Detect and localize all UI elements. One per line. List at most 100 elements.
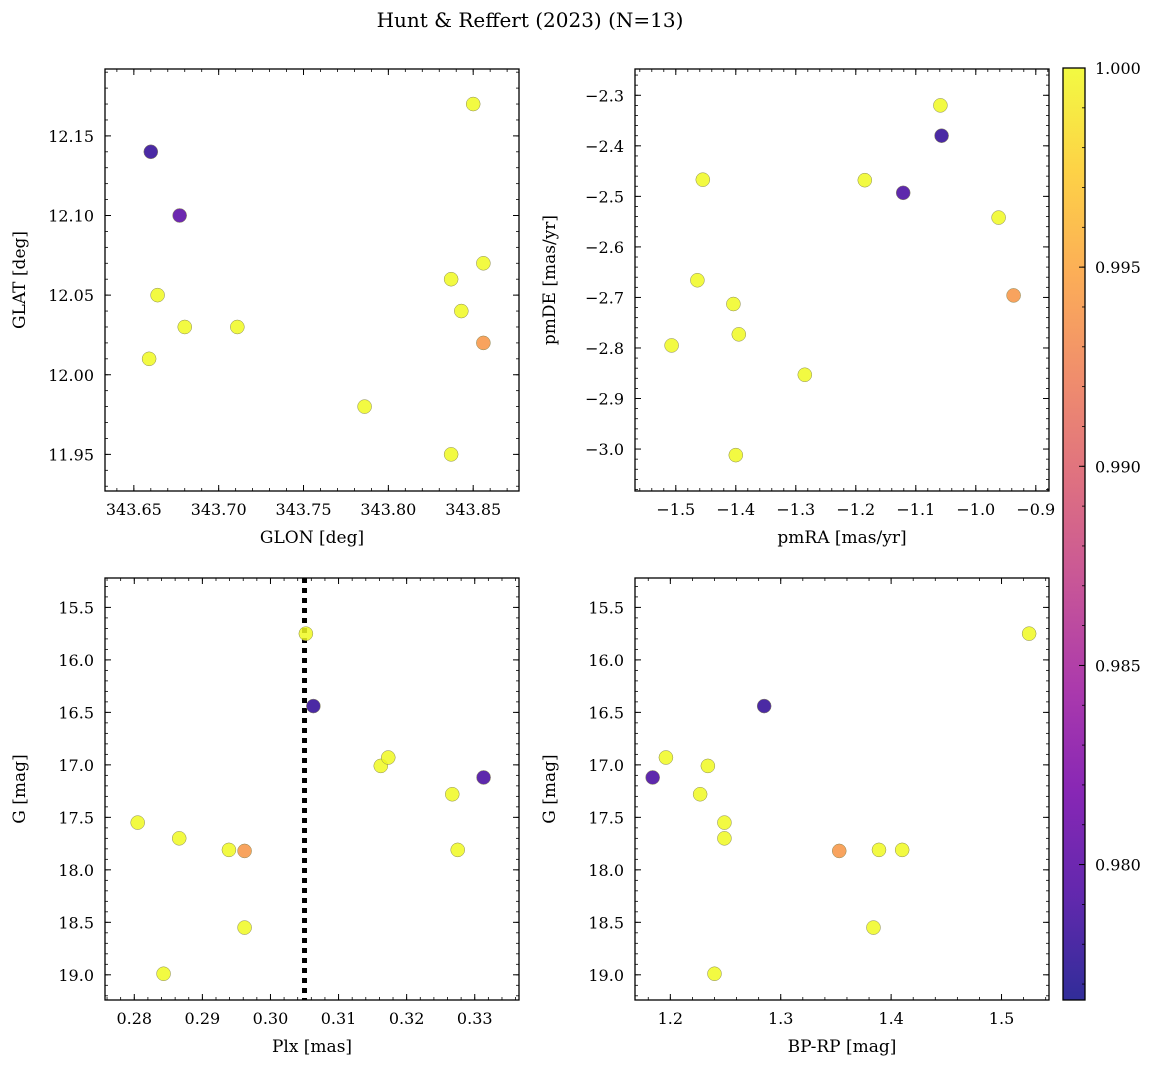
y-tick-label: 12.15 [48,127,94,146]
x-tick-label: 0.33 [457,1009,493,1028]
panel-bottom-left: 0.28 0.29 0.30 0.31 0.32 0.33 15.5 16.0 16.5 17.0… [10,577,520,1057]
major-ticks [635,578,1049,1000]
y-tick-label: 12.05 [48,286,94,305]
scatter-point [934,128,949,143]
x-tick-label: −1.4 [716,500,755,519]
panels: 343.65 343.70 343.75 343.80 343.85 11.95 12.00… [10,68,1055,1057]
major-ticks [635,69,1049,491]
x-axis-label: Plx [mas] [272,1037,352,1057]
scatter-point [143,144,159,160]
y-tick-label: −2.3 [585,86,624,105]
colorbar-frame [1062,67,1086,1001]
y-tick-label: 19.0 [588,966,624,985]
y-tick-label: −2.5 [585,187,624,206]
scatter-point [156,966,171,982]
scatter-point [465,96,481,112]
scatter-point [221,842,237,858]
scatter-point [177,319,192,335]
x-tick-label: 1.4 [878,1009,903,1028]
colorbar: 0.980 0.985 0.990 0.995 1.000 [1062,59,1141,1001]
scatter-point [130,815,145,830]
x-tick-label: 343.75 [276,500,332,519]
scatter-point [717,815,732,830]
x-tick-label: 1.3 [768,1009,793,1028]
scatter-point [690,273,705,288]
x-tick-label: 343.80 [360,500,416,519]
x-axis-label: GLON [deg] [260,528,364,548]
y-tick-label: 12.10 [48,207,94,226]
y-tick-label: 15.5 [58,598,94,617]
axes-frame [634,577,1050,1001]
y-tick-label: −2.8 [585,339,624,358]
y-tick-label: −2.9 [585,390,624,409]
x-tick-label: 0.30 [253,1009,289,1028]
y-tick-label: 18.0 [58,861,94,880]
x-axis-label: BP-RP [mag] [788,1037,897,1057]
scatter-point [454,303,469,319]
y-tick-label: −2.6 [585,238,624,257]
scatter-point [726,296,741,312]
y-tick-label: 17.0 [58,756,94,775]
colorbar-tick-label: 0.985 [1095,656,1141,675]
scatter-point [991,210,1006,225]
y-tick-label: 16.5 [588,703,624,722]
x-tick-label: −1.3 [776,500,815,519]
scatter-point [895,185,911,201]
x-tick-label: 0.29 [185,1009,221,1028]
scatter-point [172,208,187,223]
major-ticks [105,578,519,1000]
y-axis-label: GLAT [deg] [10,231,30,329]
x-tick-label: 1.2 [658,1009,683,1028]
x-tick-label: −1.0 [956,500,995,519]
scatter-point [831,843,847,859]
colorbar-tick-label: 0.995 [1095,258,1141,277]
figure-title: Hunt & Reffert (2023) (N=13) [377,8,684,32]
panel-top-left: 343.65 343.70 343.75 343.80 343.85 11.95 12.00… [10,68,520,548]
scatter-point [357,399,372,414]
scatter-point [707,966,722,982]
y-axis-label: G [mag] [10,754,30,823]
scatter-point [445,786,460,802]
scatter-point [450,842,465,858]
axes-frame [104,577,520,1001]
scatter-point [141,351,157,367]
scatter-point [298,626,314,641]
panel-bottom-right: 1.2 1.3 1.4 1.5 15.5 16.0 16.5 17.0 17.5 18.0 18.5… [540,577,1050,1057]
scatter-point [476,335,491,351]
y-tick-label: 18.0 [588,861,624,880]
x-tick-label: 343.85 [445,500,501,519]
x-tick-label: −0.9 [1016,500,1055,519]
scatter-point [476,770,491,785]
y-tick-label: 17.5 [58,808,94,827]
y-tick-label: 19.0 [58,966,94,985]
y-tick-label: 16.0 [588,651,624,670]
axes-frame [104,68,520,492]
axes-frame [634,68,1050,492]
scatter-point [1006,288,1021,303]
scatter-point [871,842,887,858]
y-tick-label: 15.5 [588,598,624,617]
y-tick-label: 18.5 [588,913,624,932]
scatter-point [664,338,679,353]
x-tick-label: 343.65 [106,500,162,519]
scatter-point [756,698,772,714]
scatter-point [717,831,732,846]
x-tick-label: −1.5 [656,500,695,519]
y-tick-label: 18.5 [58,913,94,932]
panel-top-right: −1.5 −1.4 −1.3 −1.2 −1.1 −1.0 −0.9 −3.0 −2.9 −2.8… [540,68,1055,548]
scatter-point [797,367,813,383]
y-axis-label: pmDE [mas/yr] [540,215,560,345]
scatter-point [692,786,708,802]
scatter-point [476,256,491,271]
colorbar-tick-label: 0.980 [1095,856,1141,875]
y-tick-label: −2.4 [585,137,624,156]
x-tick-label: −1.1 [896,500,935,519]
major-ticks [105,69,519,491]
scatter-point [658,750,674,765]
y-tick-label: 12.00 [48,366,94,385]
y-tick-label: 17.0 [588,756,624,775]
scatter-point [728,447,744,463]
y-tick-label: 11.95 [48,445,94,464]
x-axis-label: pmRA [mas/yr] [777,528,906,548]
